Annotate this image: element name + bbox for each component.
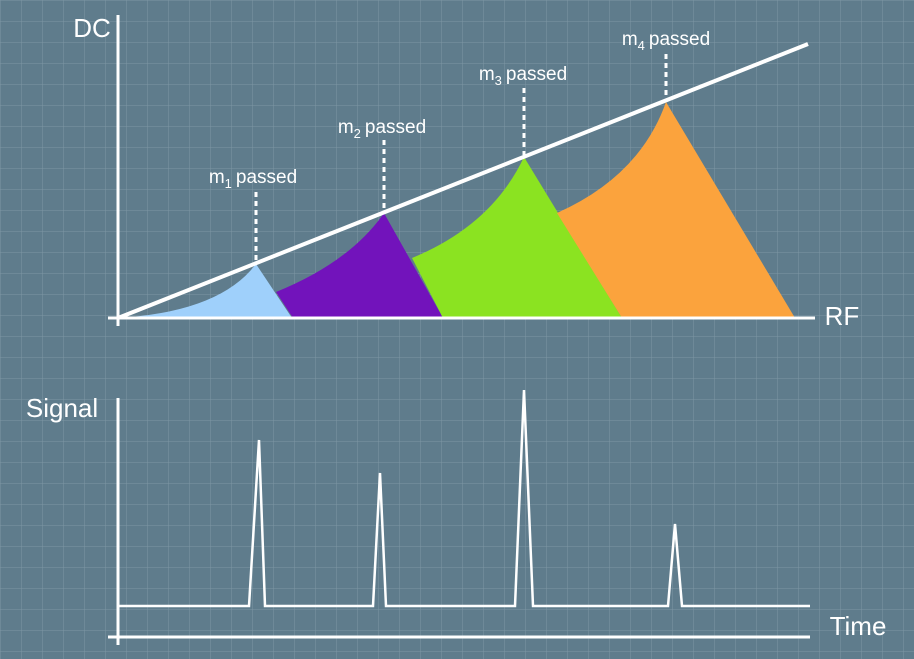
region-m1	[118, 264, 292, 318]
annotation-subscript: 3	[495, 73, 502, 88]
signal-label: Signal	[26, 393, 98, 423]
region-m2	[276, 213, 443, 318]
pass-annotation: m1 passed	[209, 167, 297, 191]
annotation-subscript: 4	[638, 38, 645, 53]
annotation-suffix: passed	[506, 64, 567, 85]
region-m4	[557, 102, 795, 318]
pass-annotation: m3 passed	[479, 64, 567, 88]
annotation-base: m	[209, 167, 225, 188]
annotation-subscript: 1	[225, 176, 232, 191]
signal-trace	[118, 389, 810, 608]
annotation-suffix: passed	[649, 29, 710, 50]
dc-label: DC	[73, 13, 111, 43]
annotation-base: m	[622, 29, 638, 50]
annotation-base: m	[338, 117, 354, 138]
region-m3	[412, 157, 622, 318]
annotation-subscript: 2	[354, 126, 361, 141]
pass-annotation: m4 passed	[622, 29, 710, 53]
annotation-base: m	[479, 64, 495, 85]
annotation-suffix: passed	[365, 117, 426, 138]
annotation-suffix: passed	[236, 167, 297, 188]
time-label: Time	[830, 611, 887, 641]
pass-annotation: m2 passed	[338, 117, 426, 141]
scan-line	[117, 42, 809, 320]
rf-label: RF	[825, 301, 860, 331]
